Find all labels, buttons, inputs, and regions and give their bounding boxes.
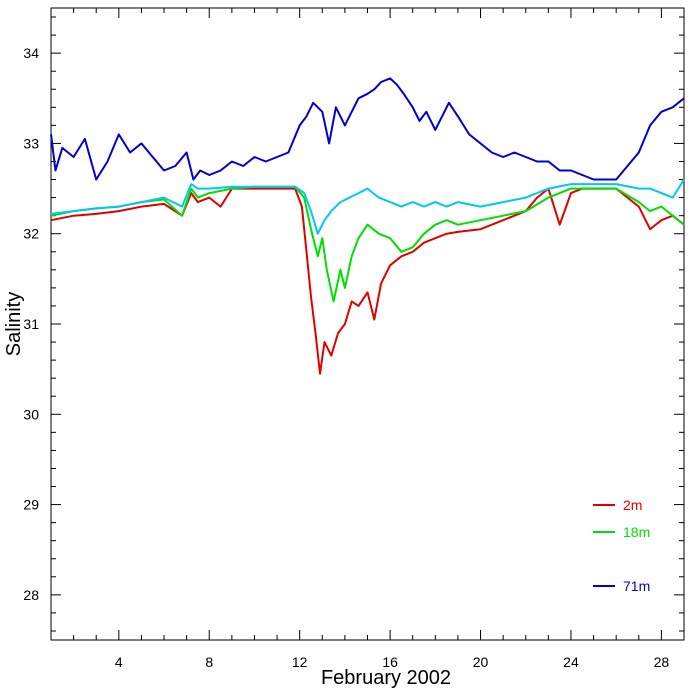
y-tick-label: 30	[23, 406, 39, 422]
plot-frame	[50, 7, 685, 641]
series-line-2m	[50, 187, 685, 375]
y-tick-label: 33	[23, 135, 39, 151]
x-tick-label: 24	[563, 654, 579, 670]
x-tick-label: 4	[115, 654, 123, 670]
series-lines	[50, 77, 685, 375]
x-tick-label: 8	[205, 654, 213, 670]
legend-label-18m: 18m	[623, 524, 650, 540]
axis-ticks: 4 8 12 16 20 24 28 28 29 30 31 32 33 34	[23, 8, 685, 670]
series-line-71m	[50, 77, 685, 181]
legend-label-2m: 2m	[623, 497, 642, 513]
y-tick-label: 32	[23, 226, 39, 242]
y-axis-title: Salinity	[3, 292, 25, 356]
y-tick-label: 34	[23, 45, 39, 61]
x-tick-label: 20	[473, 654, 489, 670]
x-tick-label: 28	[654, 654, 670, 670]
x-tick-label: 12	[292, 654, 308, 670]
x-tick-label: 16	[382, 654, 398, 670]
series-line-18m	[50, 185, 685, 303]
legend: 2m 18m 71m	[593, 497, 650, 594]
legend-label-71m: 71m	[623, 578, 650, 594]
x-axis-title: February 2002	[321, 667, 451, 689]
y-tick-label: 28	[23, 587, 39, 603]
y-tick-label: 29	[23, 497, 39, 513]
series-line-3	[50, 178, 685, 235]
y-tick-label: 31	[23, 316, 39, 332]
